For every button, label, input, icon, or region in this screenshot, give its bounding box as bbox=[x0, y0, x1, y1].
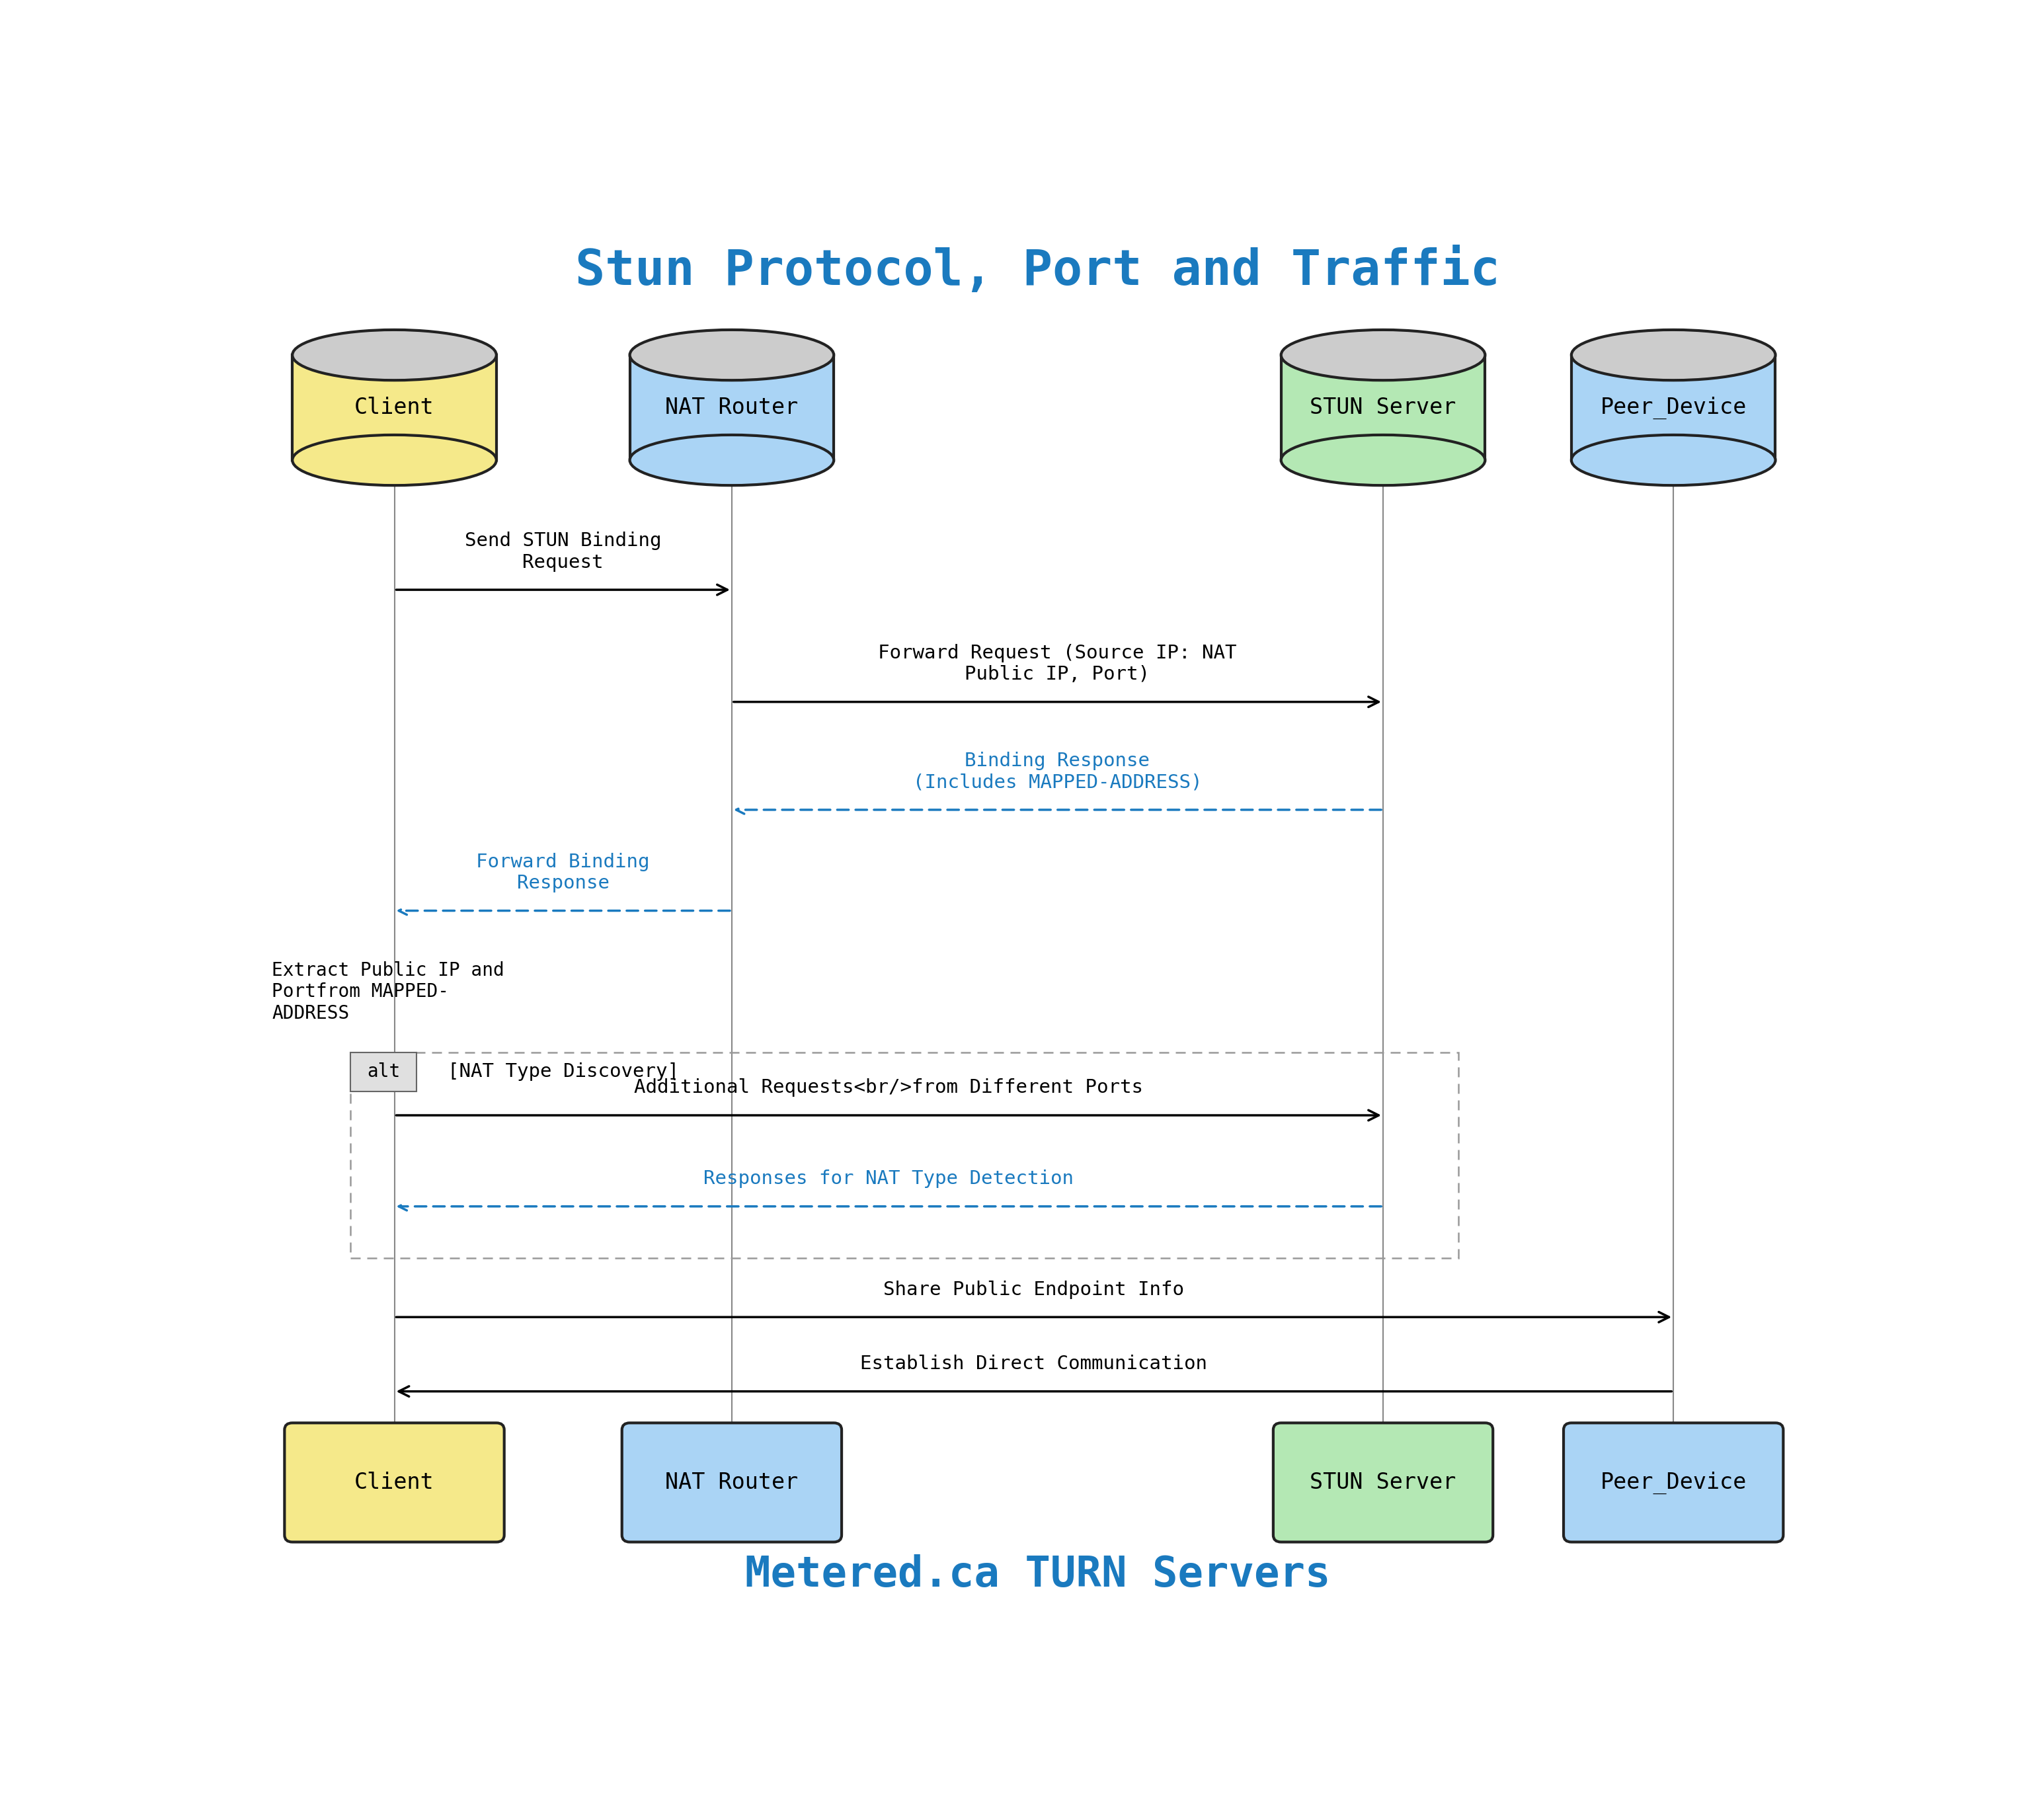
Text: Peer_Device: Peer_Device bbox=[1600, 397, 1748, 419]
Text: NAT Router: NAT Router bbox=[666, 397, 798, 419]
Text: Metered.ca TURN Servers: Metered.ca TURN Servers bbox=[745, 1554, 1330, 1596]
Text: Client: Client bbox=[354, 397, 433, 419]
Text: Stun Protocol, Port and Traffic: Stun Protocol, Port and Traffic bbox=[575, 248, 1501, 297]
Bar bbox=[350, 1052, 1458, 1258]
Text: Forward Request (Source IP: NAT
Public IP, Port): Forward Request (Source IP: NAT Public I… bbox=[879, 644, 1237, 684]
Text: alt: alt bbox=[367, 1063, 401, 1081]
Text: Send STUN Binding
Request: Send STUN Binding Request bbox=[464, 531, 662, 571]
Ellipse shape bbox=[1571, 329, 1776, 380]
Text: Client: Client bbox=[354, 1472, 433, 1494]
Ellipse shape bbox=[292, 435, 496, 486]
Text: STUN Server: STUN Server bbox=[1310, 1472, 1456, 1494]
Bar bbox=[1571, 355, 1776, 460]
Bar bbox=[630, 355, 834, 460]
Ellipse shape bbox=[1571, 435, 1776, 486]
FancyBboxPatch shape bbox=[1563, 1423, 1784, 1542]
Text: Establish Direct Communication: Establish Direct Communication bbox=[861, 1354, 1207, 1372]
Text: Share Public Endpoint Info: Share Public Endpoint Info bbox=[883, 1279, 1185, 1299]
Bar bbox=[1282, 355, 1484, 460]
Ellipse shape bbox=[292, 329, 496, 380]
Text: Forward Binding
Response: Forward Binding Response bbox=[476, 852, 650, 892]
Ellipse shape bbox=[630, 435, 834, 486]
Text: NAT Router: NAT Router bbox=[666, 1472, 798, 1494]
Text: Peer_Device: Peer_Device bbox=[1600, 1471, 1748, 1494]
Ellipse shape bbox=[630, 329, 834, 380]
Text: Additional Requests<br/>from Different Ports: Additional Requests<br/>from Different P… bbox=[634, 1079, 1144, 1097]
Text: Extract Public IP and
Portfrom MAPPED-
ADDRESS: Extract Public IP and Portfrom MAPPED- A… bbox=[271, 961, 504, 1023]
FancyBboxPatch shape bbox=[622, 1423, 842, 1542]
FancyBboxPatch shape bbox=[1274, 1423, 1492, 1542]
Bar bbox=[350, 1052, 417, 1092]
Bar bbox=[292, 355, 496, 460]
Text: Responses for NAT Type Detection: Responses for NAT Type Detection bbox=[703, 1170, 1073, 1188]
Ellipse shape bbox=[1282, 435, 1484, 486]
Text: [NAT Type Discovery]: [NAT Type Discovery] bbox=[448, 1063, 678, 1081]
Text: STUN Server: STUN Server bbox=[1310, 397, 1456, 419]
FancyBboxPatch shape bbox=[284, 1423, 504, 1542]
Ellipse shape bbox=[1282, 329, 1484, 380]
Text: Binding Response
(Includes MAPPED-ADDRESS): Binding Response (Includes MAPPED-ADDRES… bbox=[913, 752, 1203, 792]
